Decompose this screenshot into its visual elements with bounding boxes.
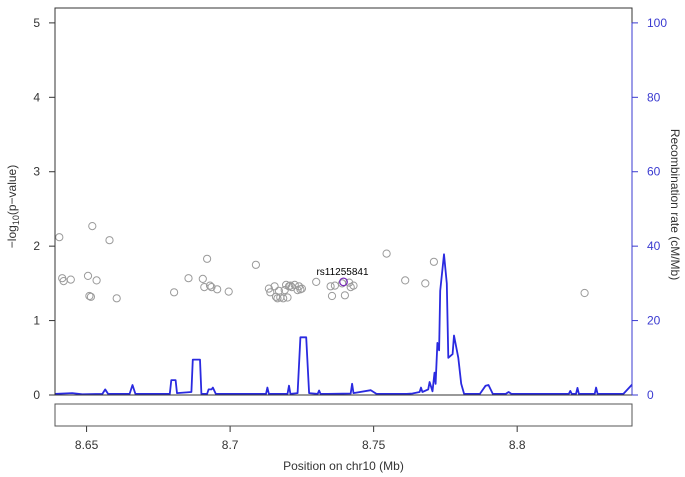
x-tick-label: 8.75	[362, 438, 386, 452]
left-y-tick-label: 5	[33, 16, 40, 30]
snp-point	[86, 292, 96, 301]
snp-point	[92, 276, 101, 285]
snp-point	[297, 284, 306, 293]
left-y-axis: 0 1 2 3 4 5	[33, 16, 56, 402]
right-y-tick-label: 100	[647, 16, 667, 30]
snp-point	[345, 278, 354, 287]
lead-snp-layer	[339, 277, 348, 287]
right-y-tick-label: 40	[647, 239, 661, 253]
snp-point	[203, 254, 212, 263]
snp-point	[85, 291, 94, 301]
left-y-tick-label: 2	[33, 239, 40, 253]
snp-point	[224, 287, 233, 296]
left-y-tick-label: 3	[33, 165, 40, 179]
left-y-axis-title: −log10(p−value)	[5, 165, 21, 248]
snp-point	[340, 291, 349, 300]
snp-point	[330, 281, 339, 290]
left-y-axis-title-main: −log	[5, 225, 19, 248]
snp-point	[279, 294, 288, 303]
lead-snp-label: rs11255841	[316, 267, 369, 278]
snp-point	[264, 284, 273, 293]
x-tick-label: 8.8	[509, 438, 526, 452]
left-y-tick-label: 0	[33, 388, 40, 402]
snp-point	[205, 281, 215, 290]
right-y-tick-label: 20	[647, 314, 661, 328]
snp-points-layer	[55, 222, 589, 303]
snp-point	[266, 288, 275, 297]
left-y-tick-label: 4	[33, 90, 40, 104]
snp-point	[401, 276, 410, 285]
snp-point	[88, 222, 97, 231]
snp-point	[251, 260, 260, 269]
gene-track-panel	[54, 403, 633, 427]
snp-point	[270, 282, 279, 291]
right-y-tick-label: 0	[647, 388, 654, 402]
x-tick-label: 8.7	[222, 438, 239, 452]
snp-point	[213, 285, 222, 294]
snp-point	[429, 257, 438, 266]
snp-point	[198, 274, 207, 283]
snp-point	[326, 282, 335, 291]
snp-point	[170, 288, 179, 297]
snp-point	[421, 279, 430, 288]
right-y-axis-title: Recombination rate (cM/Mb)	[668, 129, 682, 280]
snp-point	[580, 288, 589, 298]
recombination-layer	[54, 253, 633, 396]
right-y-axis: 0 20 40 60 80 100	[631, 16, 667, 402]
snp-point	[382, 249, 391, 258]
snp-point	[105, 236, 114, 245]
snp-point	[286, 281, 295, 290]
left-y-axis-title-rest: (p−value)	[5, 165, 19, 215]
left-y-axis-title-subscript: 10	[11, 215, 21, 225]
snp-point	[184, 274, 193, 283]
snp-point	[283, 293, 292, 302]
right-y-tick-label: 80	[647, 90, 661, 104]
recombination-rate-line	[54, 253, 633, 396]
snp-point	[312, 277, 321, 286]
snp-point	[112, 294, 121, 303]
right-y-tick-label: 60	[647, 165, 661, 179]
snp-point	[66, 275, 75, 284]
lead-snp-point	[339, 277, 348, 287]
snp-point	[83, 271, 93, 280]
snp-point	[327, 291, 337, 301]
snp-point	[349, 281, 358, 290]
snp-point	[55, 233, 64, 242]
x-tick-label: 8.65	[75, 438, 99, 452]
x-axis-title: Position on chr10 (Mb)	[283, 459, 404, 473]
snp-point	[207, 283, 216, 292]
left-y-tick-label: 1	[33, 314, 40, 328]
